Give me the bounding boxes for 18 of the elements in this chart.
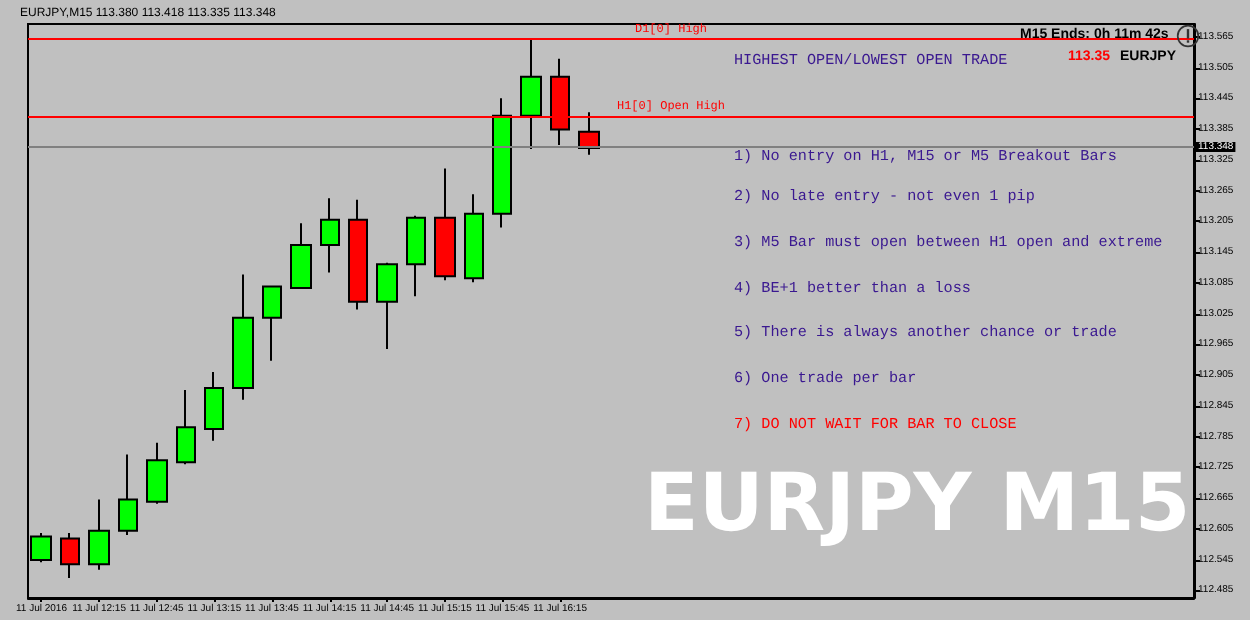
text: EURJPY M15 — [644, 458, 1191, 550]
candlestick — [520, 38, 542, 151]
candlestick — [146, 441, 168, 505]
candlestick — [348, 198, 368, 311]
candlestick — [434, 167, 456, 282]
candlestick — [320, 197, 340, 274]
candlestick — [262, 285, 282, 362]
candlestick — [88, 498, 110, 571]
candlestick — [232, 273, 254, 401]
candlestick — [406, 214, 426, 298]
candlestick — [60, 531, 80, 580]
candlestick — [376, 261, 398, 350]
candlestick — [176, 388, 196, 466]
candlestick — [290, 222, 312, 289]
candlestick — [118, 453, 138, 536]
candlestick — [464, 193, 484, 284]
candlestick — [204, 370, 224, 442]
candlestick — [492, 97, 512, 229]
